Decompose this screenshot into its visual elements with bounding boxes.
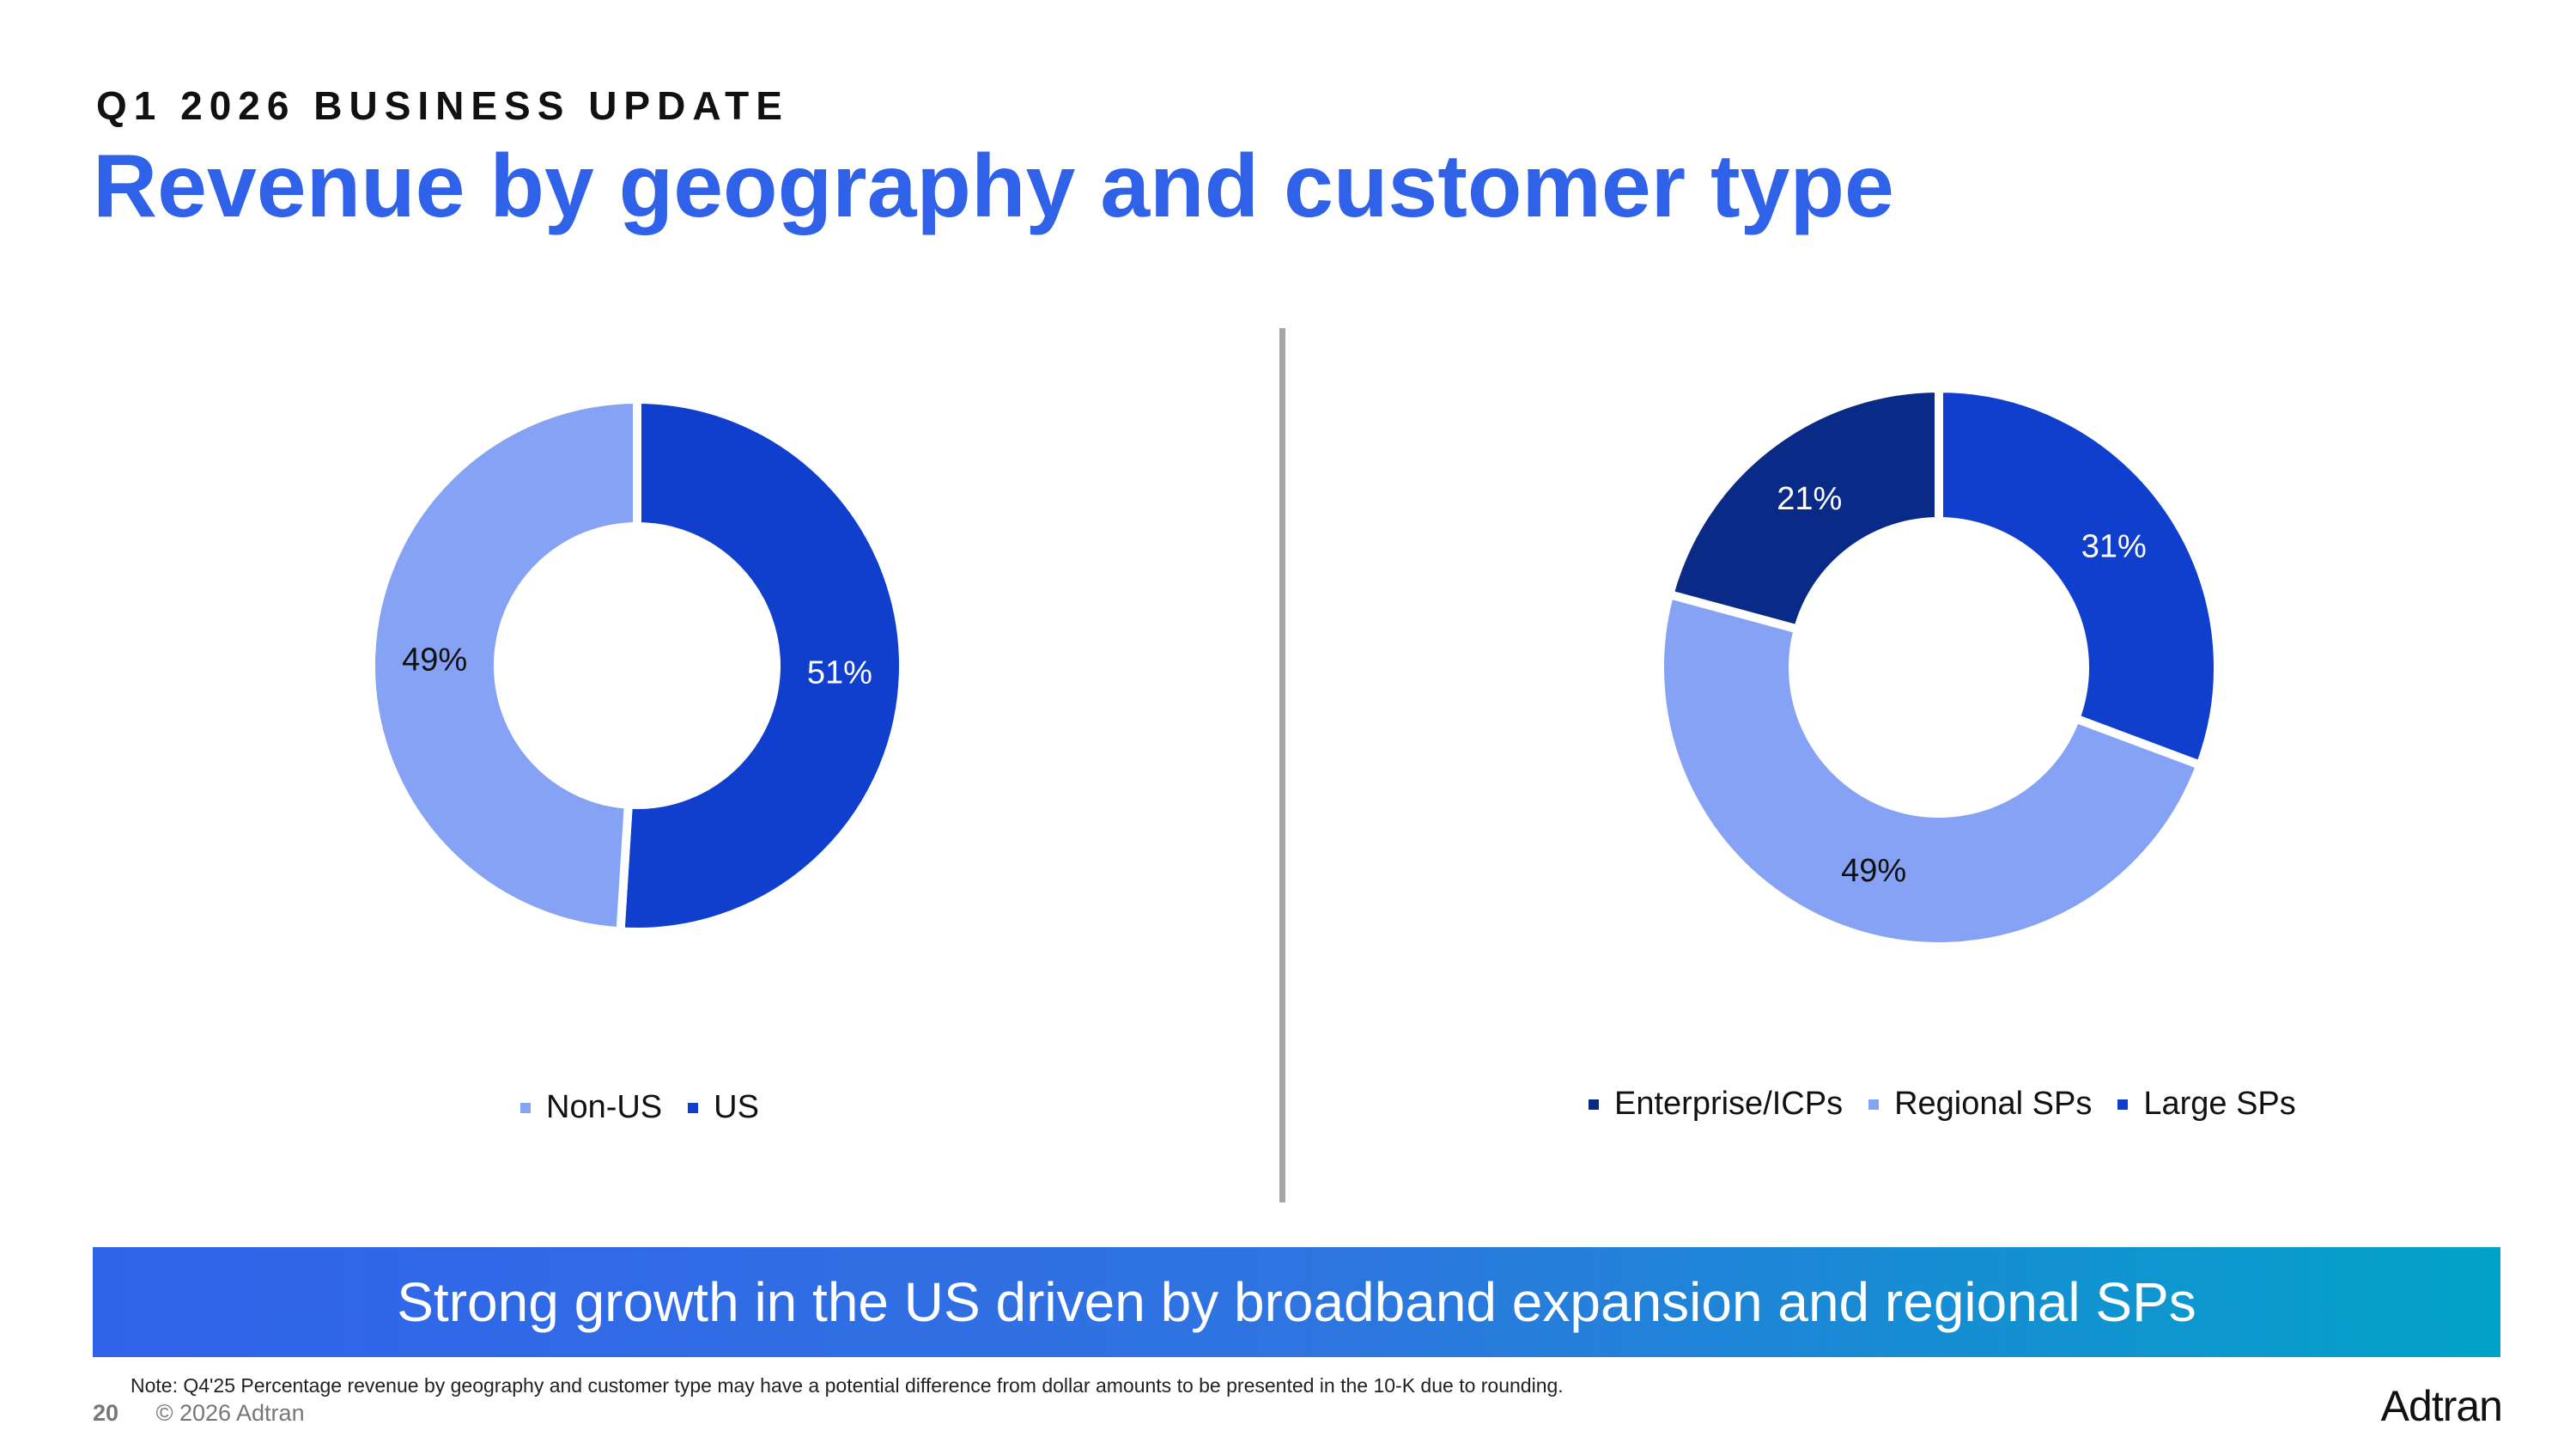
data-label-us: 51% xyxy=(807,654,872,691)
copyright: © 2026 Adtran xyxy=(155,1400,305,1426)
footnote: Note: Q4'25 Percentage revenue by geogra… xyxy=(131,1374,1564,1397)
adtran-logo: Adtran xyxy=(2380,1382,2503,1430)
legend-label: Enterprise/ICPs xyxy=(1614,1086,1844,1122)
legend-swatch xyxy=(688,1102,699,1113)
legend-item-enterprise-icps: Enterprise/ICPs xyxy=(1589,1086,1843,1123)
legend-item-regional-sps: Regional SPs xyxy=(1868,1086,2092,1123)
section-eyebrow: Q1 2026 BUSINESS UPDATE xyxy=(96,83,789,128)
legend-label: US xyxy=(714,1089,759,1125)
data-label-enterprise-icps: 21% xyxy=(1777,481,1842,517)
legend-swatch xyxy=(2117,1099,2129,1110)
legend-label: Regional SPs xyxy=(1894,1086,2093,1122)
legend-swatch xyxy=(1868,1099,1880,1110)
page-number: 20 xyxy=(93,1400,119,1426)
slice-large-sps xyxy=(1935,383,2222,771)
legend-customer-type: Enterprise/ICPs Regional SPs Large SPs xyxy=(1589,1086,2322,1123)
legend-swatch xyxy=(520,1102,531,1113)
legend-item-non-us: Non-US xyxy=(520,1089,662,1126)
footer-left: 20 © 2026 Adtran xyxy=(93,1400,305,1427)
legend-label: Non-US xyxy=(546,1089,663,1125)
chart-divider xyxy=(1279,328,1285,1202)
legend-item-us: US xyxy=(688,1089,759,1126)
page-title: Revenue by geography and customer type xyxy=(93,137,1894,236)
key-message-banner: Strong growth in the US driven by broadb… xyxy=(93,1247,2500,1357)
banner-text: Strong growth in the US driven by broadb… xyxy=(397,1271,2196,1333)
slice-us xyxy=(616,394,908,936)
legend-item-large-sps: Large SPs xyxy=(2117,1086,2296,1123)
data-label-regional-sps: 49% xyxy=(1841,853,1906,889)
legend-geography: Non-US US xyxy=(520,1089,785,1126)
legend-swatch xyxy=(1589,1099,1599,1110)
slice-enterprise-icps xyxy=(1664,383,1943,635)
slice-regional-sps xyxy=(1656,588,2206,952)
legend-label: Large SPs xyxy=(2143,1086,2296,1122)
donut-charts: 51% 49% 31% 49% 21% xyxy=(367,383,2222,952)
slice-non-us xyxy=(367,394,641,936)
data-label-large-sps: 31% xyxy=(2081,529,2147,565)
data-label-non-us: 49% xyxy=(402,642,467,679)
